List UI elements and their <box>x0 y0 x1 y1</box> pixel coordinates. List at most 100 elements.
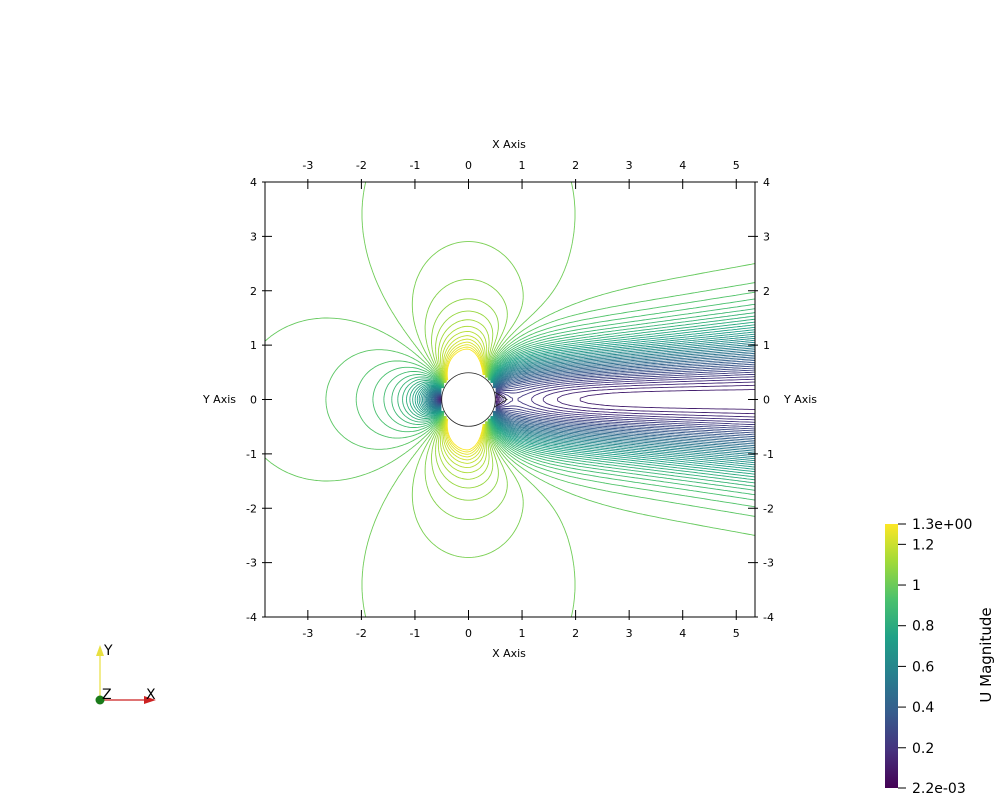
x-tick-label-top: 0 <box>465 159 472 172</box>
axis-ticks: -3 -3 -2 -2 -1 -1 0 0 1 1 2 2 3 3 4 4 5 5 4 4 3 3 2 2 1 1 0 0 -1 -1 -2… <box>246 159 774 640</box>
contour-level-3 <box>495 396 498 403</box>
y-tick-label-right: 0 <box>763 394 770 407</box>
y-tick-label-right: 4 <box>763 176 770 189</box>
x-tick-label-top: 4 <box>679 159 686 172</box>
contour-level-40 <box>391 308 756 491</box>
x-tick-label-top: 2 <box>572 159 579 172</box>
y-tick-label-right: -4 <box>763 611 774 624</box>
colorbar-tick-label: 0.8 <box>912 619 934 635</box>
x-tick-label-top: 3 <box>626 159 633 172</box>
left-axis-title: Y Axis <box>202 393 236 406</box>
contour-level-25 <box>428 345 756 454</box>
orientation-y-label: Y <box>103 643 113 659</box>
colorbar-ticks: 1.3e+00 1.2 1 0.8 0.6 0.4 0.2 2.2e-03 <box>898 517 972 797</box>
colorbar-tick-label: 2.2e-03 <box>912 781 966 797</box>
y-tick-label-right: -3 <box>763 557 774 570</box>
contour-level-33 <box>416 329 756 470</box>
x-tick-label-bottom: -1 <box>409 627 420 640</box>
y-tick-label-left: 1 <box>250 339 257 352</box>
y-tick-label-left: -1 <box>246 448 257 461</box>
orientation-z-axis <box>95 695 105 705</box>
y-tick-label-left: 4 <box>250 176 257 189</box>
contour-level-49 <box>431 298 499 501</box>
contour-level-11 <box>437 371 756 428</box>
colorbar-tick-label: 0.2 <box>912 741 934 757</box>
contour-lines <box>264 181 756 618</box>
contour-level-24 <box>428 347 756 452</box>
contour-level-38 <box>402 315 756 484</box>
contour-level-23 <box>429 349 756 450</box>
wake-recirculation-outline <box>493 391 508 408</box>
y-tick-label-right: 1 <box>763 339 770 352</box>
x-tick-label-top: 1 <box>519 159 526 172</box>
x-tick-label-bottom: -2 <box>356 627 367 640</box>
contour-level-14 <box>435 365 756 434</box>
y-tick-label-right: 3 <box>763 230 770 243</box>
contour-level-48 <box>424 278 508 521</box>
contour-level-37 <box>406 318 756 481</box>
x-tick-label-bottom: 2 <box>572 627 579 640</box>
orientation-y-arrowhead <box>96 645 104 656</box>
contour-level-44 <box>325 282 756 517</box>
y-tick-label-left: 2 <box>250 285 257 298</box>
x-tick-label-top: -1 <box>409 159 420 172</box>
contour-level-15 <box>435 363 756 436</box>
contour-level-45 <box>264 263 756 536</box>
y-tick-label-left: -3 <box>246 557 257 570</box>
top-axis-title: X Axis <box>492 138 526 151</box>
contour-level-36 <box>409 321 756 478</box>
contour-level-7 <box>439 381 755 418</box>
contour-level-46 <box>361 181 576 618</box>
x-tick-label-bottom: -3 <box>302 627 313 640</box>
contour-level-10 <box>437 373 756 426</box>
contour-level-43 <box>355 291 756 508</box>
contour-level-47 <box>411 241 524 558</box>
orientation-x-arrowhead <box>144 696 156 704</box>
contour-level-6 <box>439 384 755 415</box>
colorbar-tick-label: 1.3e+00 <box>912 517 972 533</box>
x-tick-label-bottom: 1 <box>519 627 526 640</box>
contour-level-8 <box>438 378 756 421</box>
contour-level-59 <box>446 348 484 451</box>
contour-level-35 <box>412 324 756 475</box>
contour-level-21 <box>431 352 756 447</box>
cylinder-obstacle <box>441 372 496 427</box>
colorbar-tick-label: 1.2 <box>912 537 934 553</box>
contour-level-2 <box>495 397 497 402</box>
colorbar <box>885 524 898 788</box>
contour-level-17 <box>434 360 756 439</box>
y-tick-label-right: -2 <box>763 502 774 515</box>
contour-level-18 <box>433 358 756 441</box>
x-tick-label-bottom: 4 <box>679 627 686 640</box>
colorbar-tick-label: 0.6 <box>912 659 934 675</box>
contour-level-28 <box>424 339 756 460</box>
colorbar-title: U Magnitude <box>977 607 995 702</box>
x-tick-label-top: -3 <box>302 159 313 172</box>
contour-level-41 <box>383 303 756 496</box>
y-tick-label-left: 0 <box>250 394 257 407</box>
colorbar-tick-label: 1 <box>912 578 921 594</box>
y-tick-label-left: 3 <box>250 230 257 243</box>
contour-level-12 <box>436 369 756 430</box>
x-tick-label-bottom: 3 <box>626 627 633 640</box>
plot-frame <box>264 181 756 618</box>
contour-level-19 <box>432 356 756 443</box>
y-tick-label-right: -1 <box>763 448 774 461</box>
contour-level-51 <box>437 319 490 480</box>
contour-level-34 <box>414 326 756 473</box>
orientation-z-label: Z <box>102 687 112 703</box>
bottom-axis-title: X Axis <box>492 647 526 660</box>
y-tick-label-right: 2 <box>763 285 770 298</box>
orientation-x-label: X <box>146 687 156 703</box>
x-tick-label-bottom: 5 <box>733 627 740 640</box>
y-tick-label-left: -4 <box>246 611 257 624</box>
colorbar-tick-label: 0.4 <box>912 700 934 716</box>
contour-level-9 <box>438 376 756 423</box>
x-tick-label-top: -2 <box>356 159 367 172</box>
contour-level-55 <box>443 338 485 461</box>
x-tick-label-bottom: 0 <box>465 627 472 640</box>
orientation-axes: Y Z X <box>95 643 156 705</box>
contour-level-22 <box>430 351 756 448</box>
